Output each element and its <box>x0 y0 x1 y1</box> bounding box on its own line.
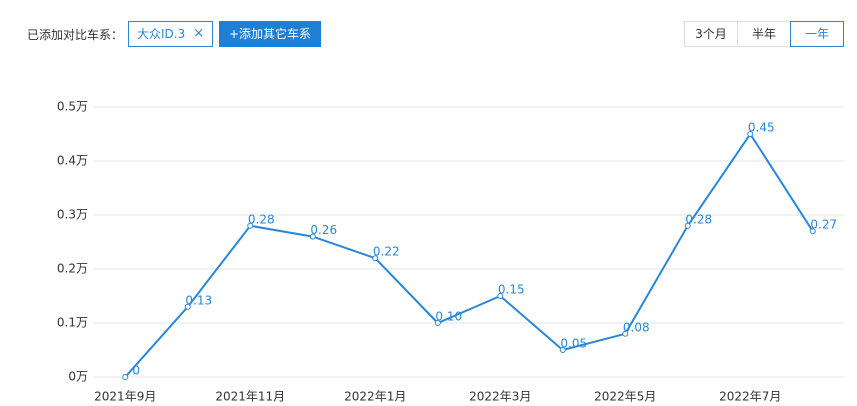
data-label: 0.28 <box>685 212 712 226</box>
point <box>434 320 441 326</box>
point <box>559 347 566 353</box>
series-line <box>124 132 814 378</box>
data-label: 0.13 <box>185 293 212 307</box>
y-tick-label: 0.4万 <box>57 154 88 168</box>
data-label: 0.10 <box>435 310 462 324</box>
data-label: 0.26 <box>310 223 337 237</box>
point <box>622 330 629 337</box>
range-selector: 3个月 半年 一年 <box>684 21 844 47</box>
point <box>184 303 191 310</box>
x-tick-label: 2021年9月 <box>94 390 156 404</box>
point <box>122 374 129 380</box>
y-tick-label: 0.2万 <box>57 262 88 276</box>
point <box>809 228 816 235</box>
point <box>747 131 754 137</box>
x-tick-label: 2022年7月 <box>719 390 781 404</box>
series-tag[interactable]: 大众ID.3 × <box>128 21 214 47</box>
x-tick-label: 2021年11月 <box>215 390 285 404</box>
point <box>309 233 316 240</box>
y-tick-label: 0万 <box>68 370 88 384</box>
point <box>372 255 379 262</box>
x-tick-label: 2022年5月 <box>594 390 656 404</box>
point <box>684 222 691 229</box>
y-tick-label: 0.3万 <box>57 208 88 222</box>
data-label: 0 <box>132 364 140 378</box>
data-label: 0.45 <box>748 121 775 135</box>
range-option[interactable]: 半年 <box>737 21 791 47</box>
data-label: 0.08 <box>623 320 650 334</box>
x-tick-label: 2022年3月 <box>469 390 531 404</box>
y-tick-label: 0.5万 <box>57 100 88 114</box>
data-label: 0.15 <box>498 283 525 297</box>
data-label: 0.22 <box>373 245 400 259</box>
tag-text: 大众ID.3 <box>137 27 186 41</box>
point <box>247 222 254 229</box>
point <box>497 293 504 299</box>
add-button[interactable]: +添加其它车系 <box>219 21 322 47</box>
tag-close[interactable]: × <box>193 26 205 41</box>
compare-label: 已添加对比车系： <box>27 28 124 42</box>
data-label: 0.05 <box>560 337 587 351</box>
x-tick-label: 2022年1月 <box>344 390 406 404</box>
data-label: 0.28 <box>248 212 275 226</box>
range-option[interactable]: 3个月 <box>684 21 738 47</box>
range-option[interactable]: 一年 <box>790 21 844 47</box>
data-label: 0.27 <box>810 218 837 232</box>
y-tick-label: 0.1万 <box>57 316 88 330</box>
